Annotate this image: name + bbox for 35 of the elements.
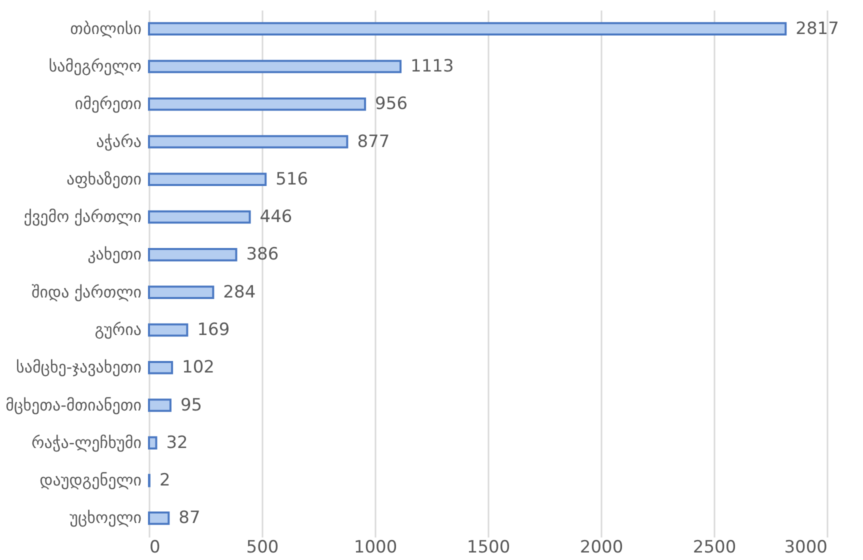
data-label: 1113	[410, 56, 454, 76]
data-label: 956	[375, 94, 408, 114]
y-tick-label: უცხოელი	[70, 508, 142, 528]
data-label: 32	[166, 432, 188, 453]
x-tick-label: 0	[150, 538, 160, 558]
x-tick-label: 2000	[580, 538, 624, 558]
data-label: 2	[159, 470, 170, 491]
y-tick-label: ქვემო ქართლი	[24, 207, 142, 226]
x-tick-label: 500	[246, 538, 279, 558]
y-tick-label: აჭარა	[96, 132, 142, 151]
y-tick-label: რაჭა-ლეჩხუმი	[32, 432, 142, 452]
data-label: 284	[223, 282, 256, 302]
data-label: 95	[180, 395, 202, 416]
x-tick-label: 3000	[784, 538, 828, 558]
y-tick-label: მცხეთა-მთიანეთი	[6, 395, 142, 414]
y-tick-label: კახეთი	[88, 244, 142, 264]
x-tick-label: 2500	[692, 538, 736, 558]
data-label: 87	[178, 508, 200, 528]
y-tick-label: დაუდგენელი	[40, 470, 142, 490]
x-tick-label: 1000	[354, 538, 398, 558]
y-tick-label: თბილისი	[70, 18, 142, 38]
data-label: 2817	[796, 18, 839, 39]
data-label: 169	[197, 320, 230, 340]
y-tick-label: შიდა ქართლი	[31, 282, 142, 302]
y-tick-label: გურია	[94, 320, 142, 339]
y-tick-label: იმერეთი	[74, 94, 142, 114]
y-tick-label: სამცხე-ჯავახეთი	[16, 358, 142, 377]
y-tick-label: აფხაზეთი	[66, 169, 142, 188]
y-tick-label: სამეგრელო	[48, 56, 142, 76]
data-label: 877	[357, 132, 390, 152]
data-label: 102	[182, 358, 215, 378]
data-label: 516	[276, 169, 308, 190]
x-tick-label: 1500	[466, 538, 510, 558]
data-label: 386	[246, 244, 279, 265]
data-label: 446	[260, 207, 292, 228]
